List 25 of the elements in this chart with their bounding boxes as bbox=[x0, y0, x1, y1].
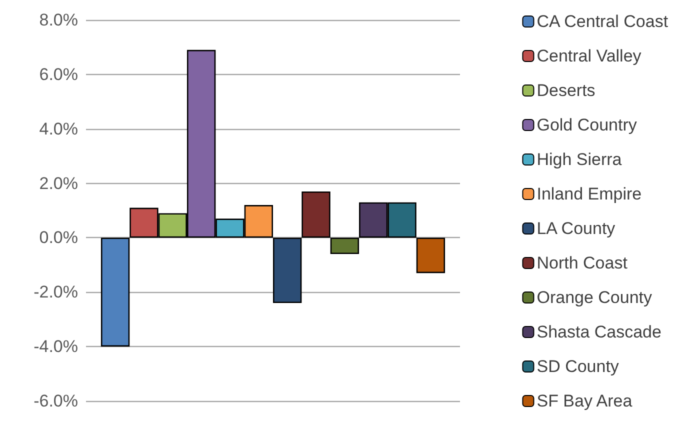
y-tick-label: 2.0% bbox=[39, 174, 78, 193]
bar bbox=[416, 238, 446, 274]
bar bbox=[100, 238, 130, 347]
bar bbox=[330, 238, 360, 254]
y-tick-label: -6.0% bbox=[34, 392, 78, 410]
legend-label: LA County bbox=[536, 219, 616, 238]
y-tick-label: 6.0% bbox=[39, 64, 78, 84]
legend-label: SD County bbox=[536, 357, 620, 376]
legend-label: Shasta Cascade bbox=[536, 322, 662, 342]
y-tick-label: -4.0% bbox=[34, 337, 78, 356]
y-tick-label: 0.0% bbox=[39, 228, 78, 248]
legend-label: CA Central Coast bbox=[536, 12, 668, 31]
legend-label: SF Bay Area bbox=[536, 392, 633, 410]
bar bbox=[273, 238, 302, 304]
bar bbox=[302, 191, 330, 238]
y-tick-label: -2.0% bbox=[34, 282, 78, 302]
legend-label: Gold Country bbox=[536, 116, 638, 134]
legend-label: Orange County bbox=[536, 288, 653, 307]
legend-label: High Sierra bbox=[536, 150, 622, 169]
y-tick-label: 8.0% bbox=[39, 10, 78, 30]
legend-label: Central Valley bbox=[536, 46, 642, 66]
legend-label: Deserts bbox=[536, 81, 596, 100]
legend-label: Inland Empire bbox=[536, 184, 642, 204]
y-tick-label: 4.0% bbox=[39, 119, 78, 138]
legend-label: North Coast bbox=[536, 254, 628, 272]
